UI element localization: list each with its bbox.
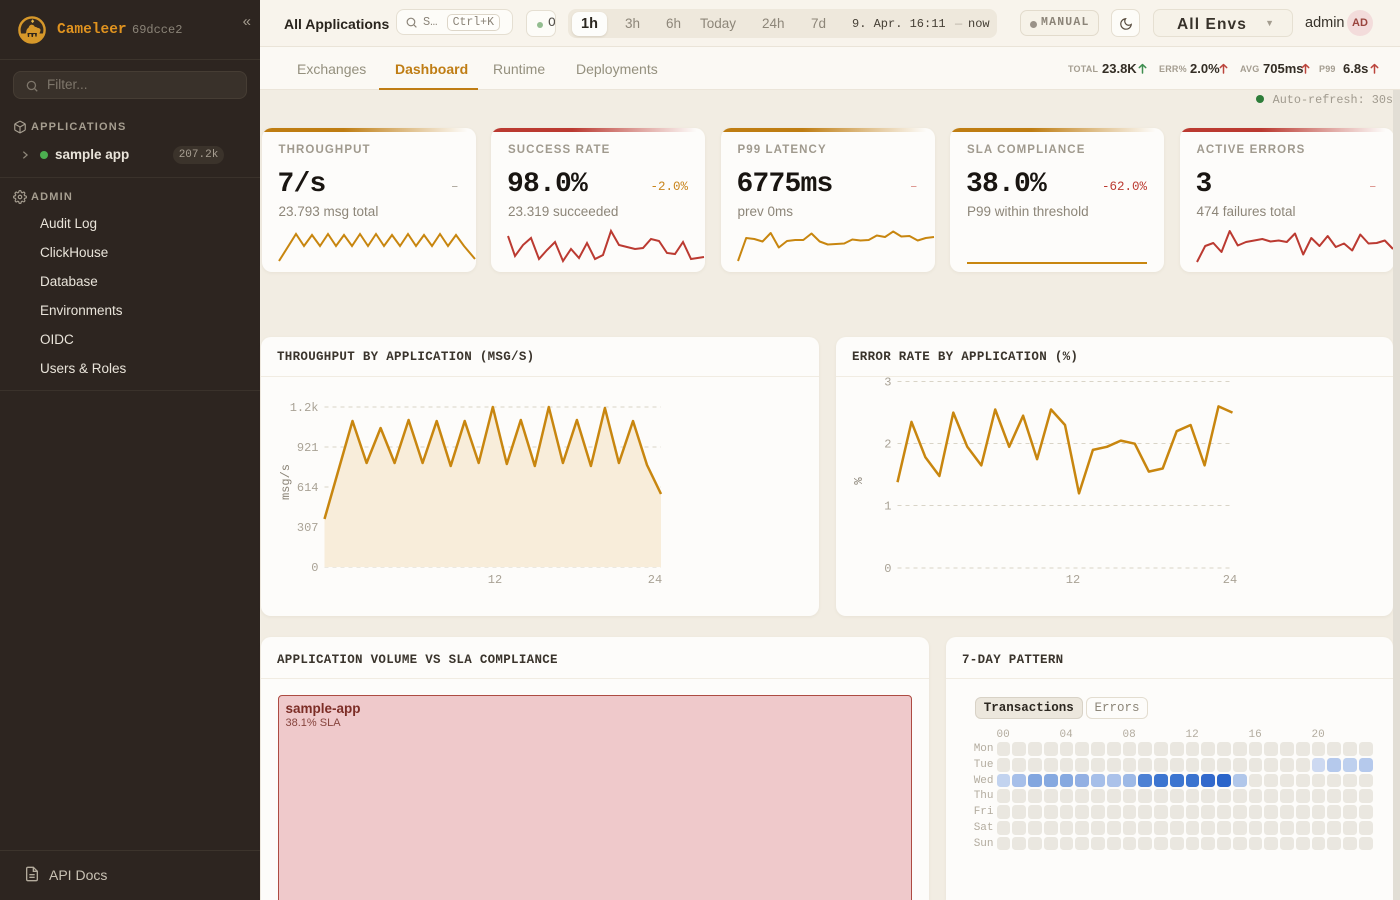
- svg-text:1.2k: 1.2k: [290, 401, 319, 415]
- svg-text:12: 12: [1066, 573, 1080, 587]
- svg-text:%: %: [852, 477, 866, 485]
- svg-text:3: 3: [884, 376, 891, 390]
- svg-text:1: 1: [884, 500, 891, 514]
- svg-text:307: 307: [297, 521, 319, 535]
- svg-text:0: 0: [884, 562, 891, 576]
- svg-text:24: 24: [648, 573, 662, 587]
- svg-text:12: 12: [488, 573, 502, 587]
- svg-text:24: 24: [1223, 573, 1237, 587]
- svg-text:921: 921: [297, 441, 319, 455]
- svg-text:msg/s: msg/s: [279, 464, 293, 500]
- svg-text:614: 614: [297, 481, 319, 495]
- svg-text:2: 2: [884, 438, 891, 452]
- svg-text:0: 0: [311, 561, 318, 575]
